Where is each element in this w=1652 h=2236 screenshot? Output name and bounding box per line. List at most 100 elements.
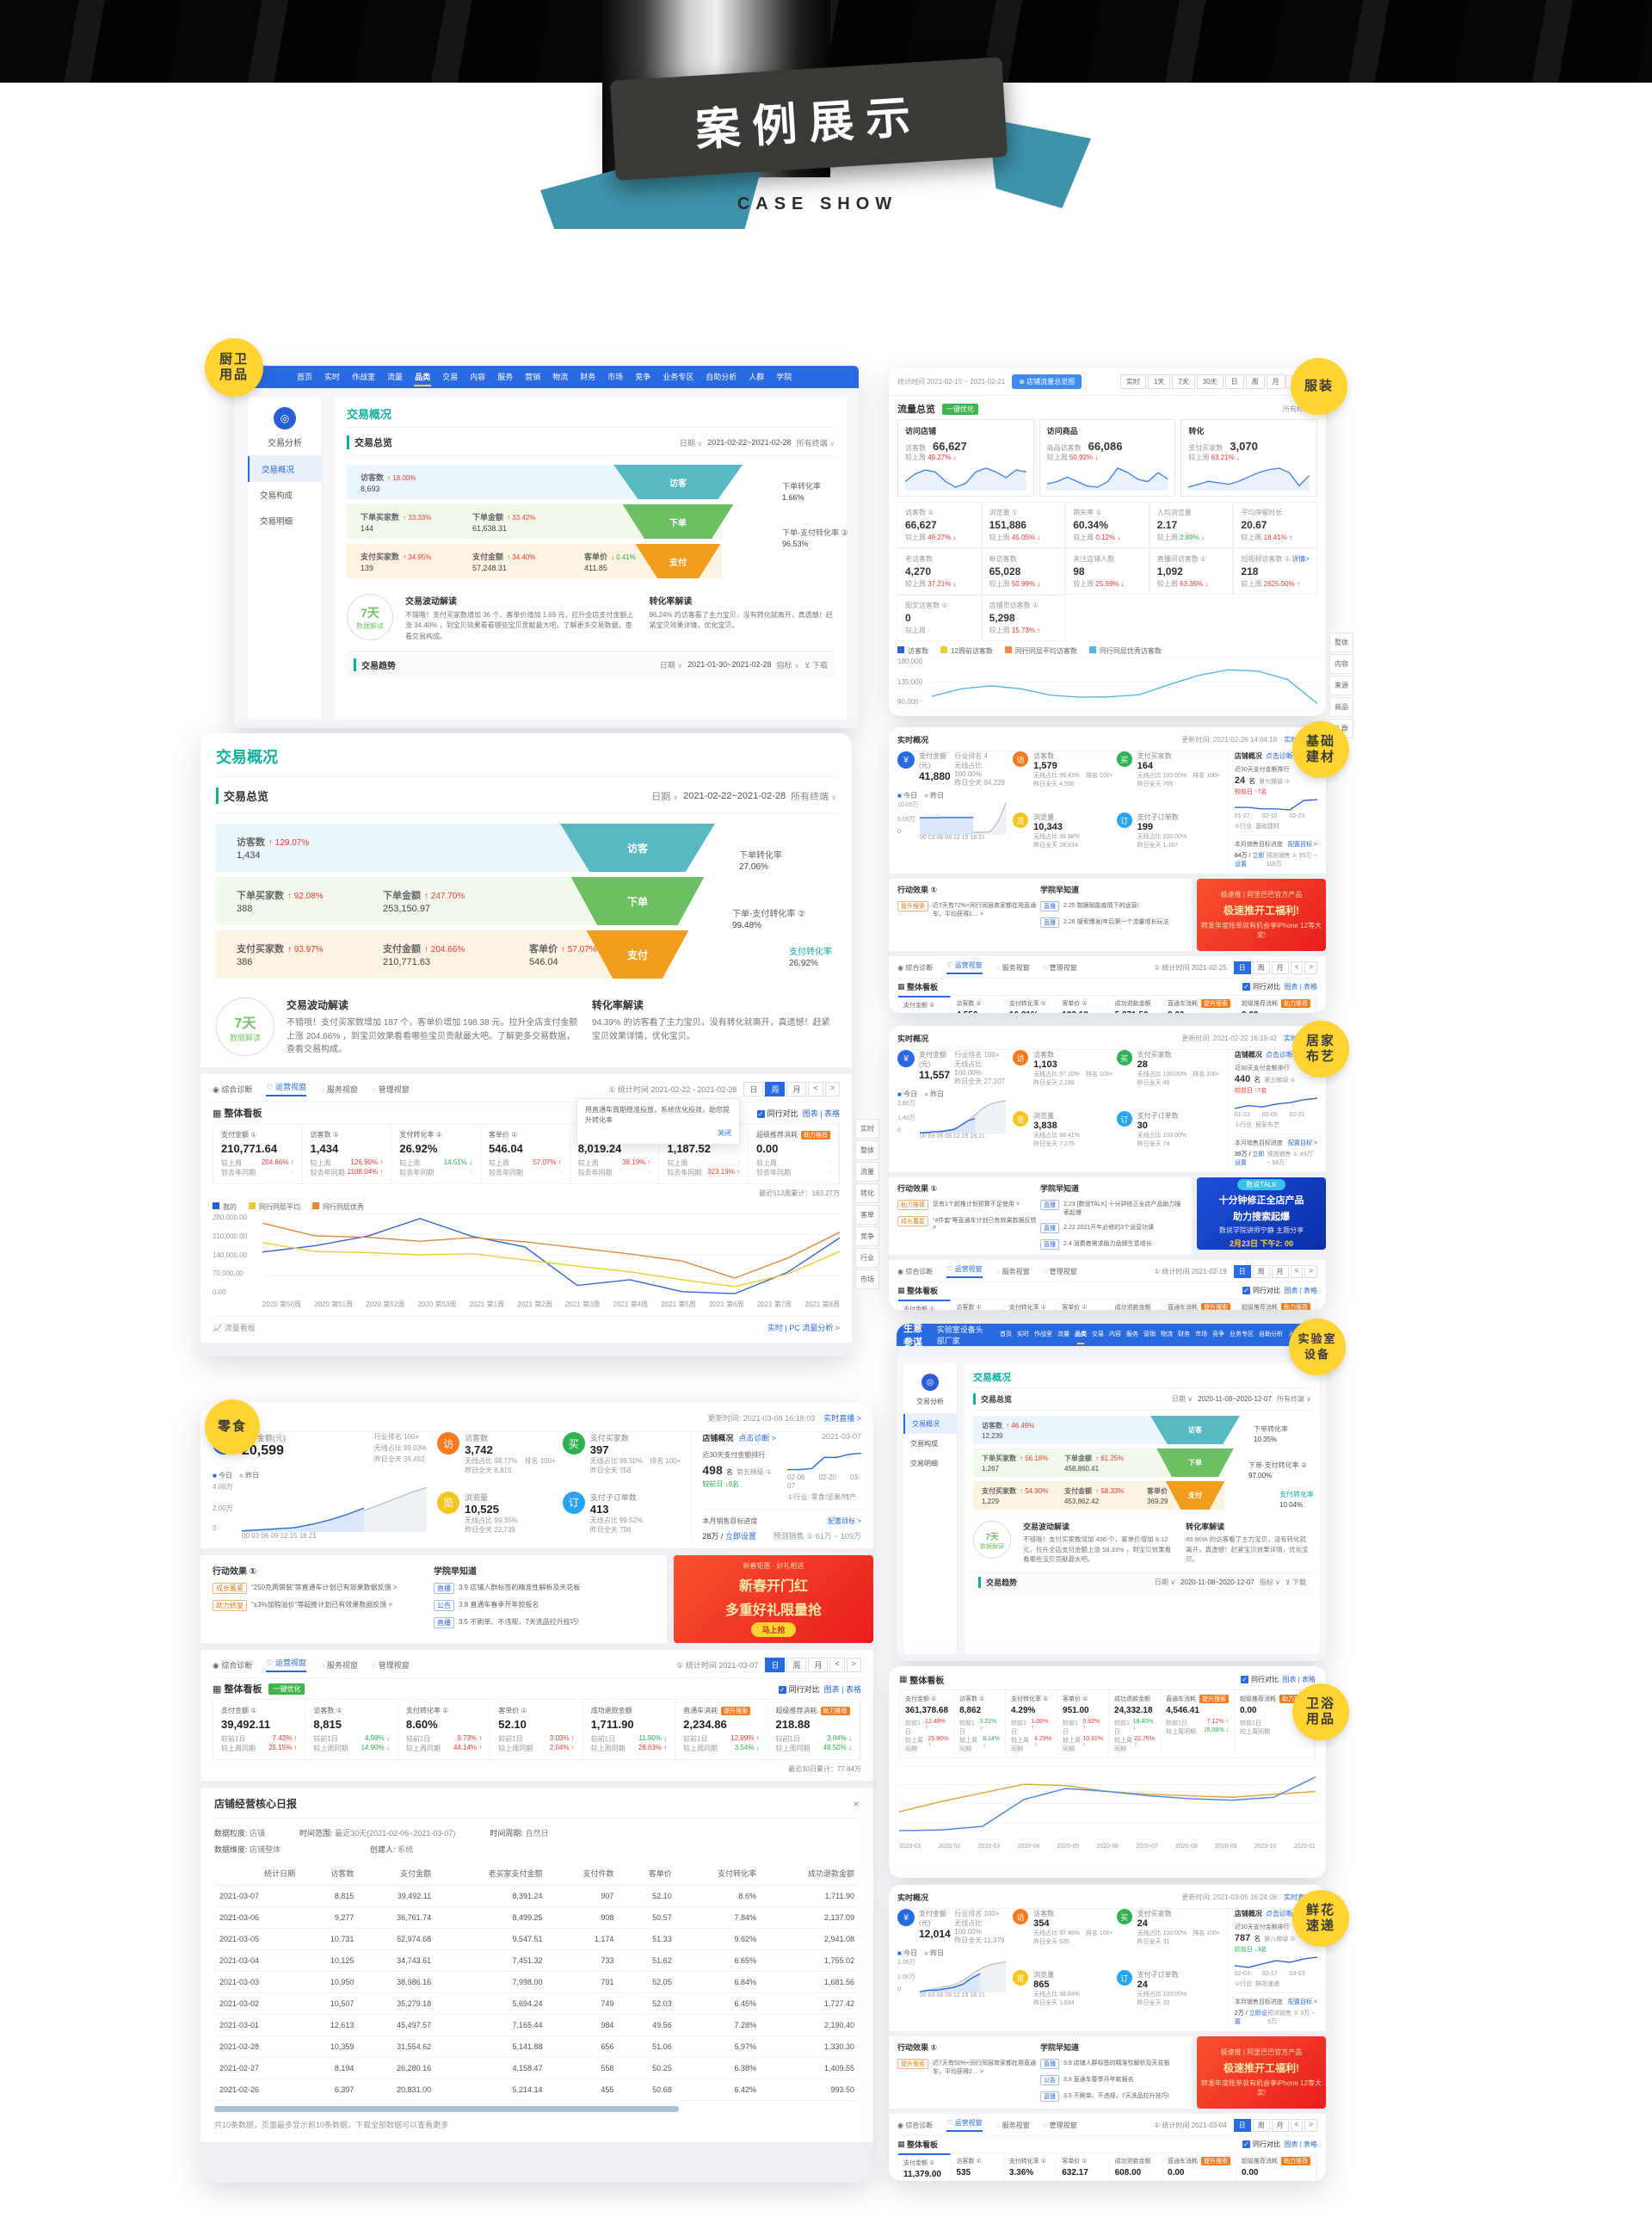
metric-card[interactable]: 成功退款金额 24,332.18 较前1日 18.40% ↓ 较上周同期 22.75… bbox=[1109, 1690, 1161, 1757]
period-toggle[interactable]: 1天 bbox=[1147, 374, 1171, 389]
nav-item[interactable]: 物流 bbox=[552, 373, 569, 381]
metric-card[interactable]: 支付金额 ① 39,492.11 较前1日 7.43% ↑ 较上周同期 25.15%… bbox=[213, 1700, 306, 1759]
nav-item[interactable]: 内容 bbox=[470, 373, 486, 381]
period-day[interactable]: 日 bbox=[1233, 1264, 1251, 1278]
period-toggle[interactable]: 7天 bbox=[1172, 374, 1195, 389]
diagnose-link[interactable]: 点击诊断 > bbox=[1265, 1051, 1299, 1059]
diagnose-link[interactable]: 点击诊断 > bbox=[1265, 752, 1299, 760]
nav-item[interactable]: 内容 bbox=[1109, 1331, 1121, 1337]
tab-operation[interactable]: ♡ 运营视窗 bbox=[946, 1264, 983, 1278]
nav-item[interactable]: 自助分析 bbox=[706, 373, 737, 381]
sidebar-item-trade-compose[interactable]: 交易构成 bbox=[260, 491, 293, 501]
period-toggle[interactable]: 30天 bbox=[1196, 374, 1224, 389]
traffic-stat[interactable]: 老访客数 4,270 较上周 37.21% ↓ bbox=[897, 548, 982, 595]
metric-card[interactable]: 超级推荐消耗 助力推荐 0.00 较上周 - 较去年同期 - bbox=[749, 1124, 840, 1183]
goal-config-link[interactable]: 配置目标 > bbox=[1287, 842, 1317, 848]
peer-compare-toggle[interactable]: ✓ 同行对比 图表 | 表格 bbox=[1241, 1676, 1316, 1683]
traffic-stat[interactable]: 直播间访客数 ① 1,092 较上周 63.35% ↓ bbox=[1149, 548, 1234, 595]
trend-date-filter[interactable]: 日期 ∨ bbox=[659, 660, 683, 670]
period-day[interactable]: 日 bbox=[1233, 2118, 1251, 2132]
metric-card[interactable]: 成功退款金额784.00较前1日72.82% ↓较上周同期199.35% ↑ bbox=[1110, 1300, 1163, 1310]
traffic-stat[interactable]: 人均浏览量 2.17 较上周 2.89% ↓ bbox=[1149, 502, 1234, 548]
side-tab[interactable]: 实时 bbox=[855, 1119, 879, 1139]
period-prev[interactable]: < bbox=[808, 1081, 823, 1096]
nav-item[interactable]: 品类 bbox=[1072, 1324, 1089, 1346]
nav-item[interactable]: 首页 bbox=[297, 373, 313, 381]
traffic-analysis-link[interactable]: 实时 | PC 流量分析 > bbox=[767, 1324, 840, 1332]
side-tab[interactable]: 整体 bbox=[1329, 633, 1353, 652]
metric-card[interactable]: 超级推荐消耗 助力推荐 218.88 较前1日 3.04% ↓ 较上周同期 46.50… bbox=[768, 1700, 860, 1759]
terminal-filter[interactable]: 所有终端 ∨ bbox=[1276, 1395, 1311, 1403]
metric-card[interactable]: 直通车消耗提升搜索1,013.04较前1日2.17% ↓较上周同期271.52%… bbox=[1162, 1300, 1237, 1310]
metric-card[interactable]: 直通车消耗 提升搜索 2,234.86 较前1日 12.99% ↑ 较上周同期 3.5… bbox=[675, 1700, 768, 1759]
metric-card[interactable]: 直通车消耗 提升搜索 4,546.41 较前1日 7.12% ↑ 较上周同期 15.0… bbox=[1161, 1690, 1235, 1757]
tab-operation[interactable]: ♡ 运营视窗 bbox=[946, 960, 983, 974]
period-next[interactable]: > bbox=[1304, 2118, 1317, 2132]
nav-item[interactable]: 流量 bbox=[1057, 1331, 1069, 1337]
list-item[interactable]: 直播 2.26 搜索爆发|年后第一个流量增长玩法 bbox=[1040, 917, 1183, 928]
nav-item[interactable]: 营销 bbox=[1143, 1331, 1156, 1337]
nav-item[interactable]: 财务 bbox=[1178, 1331, 1190, 1337]
diagnose-link[interactable]: 点击诊断 > bbox=[738, 1434, 777, 1442]
nav-item[interactable]: 营销 bbox=[525, 373, 541, 381]
traffic-stat[interactable]: 平均停留时长 20.67 较上周 18.41% ↑ bbox=[1233, 502, 1317, 548]
list-item[interactable]: 公告 3.8 直通车春季开年款报名 bbox=[1040, 2075, 1183, 2085]
metric-card[interactable]: 客单价 ①123.18较前1日48.45% ↓较上周同期55.92% ↑ bbox=[1057, 996, 1110, 1013]
tab-service[interactable]: ◌ 服务视窗 bbox=[996, 1267, 1030, 1276]
period-month[interactable]: 月 bbox=[1271, 2118, 1289, 2132]
period-next[interactable]: > bbox=[1304, 960, 1317, 974]
set-goal-link[interactable]: 立即设置 bbox=[724, 1532, 756, 1541]
side-tab[interactable]: 整体 bbox=[855, 1140, 879, 1160]
metric-filter[interactable]: 指标 ∨ bbox=[776, 660, 799, 670]
period-prev[interactable]: < bbox=[1290, 960, 1304, 974]
list-item[interactable]: 直播 3.9 店铺人群标签的精准性解析及天花板 bbox=[1040, 2059, 1183, 2069]
period-day[interactable]: 日 bbox=[765, 1657, 786, 1672]
list-item[interactable]: 提升搜索 近7天有50%+同行同层商家都在用直通车，平均获得2… > bbox=[897, 2059, 1040, 2076]
trend-date-filter[interactable]: 日期 ∨ bbox=[1154, 1578, 1175, 1587]
period-toggle[interactable]: 月 bbox=[1266, 374, 1285, 389]
action-item[interactable]: 成长蓄星 “250克两袋装”等直通车计划已有效果数据反馈 > bbox=[213, 1583, 434, 1594]
list-item[interactable]: 直播 2.22 2021开年必修的3个运营功课 bbox=[1040, 1223, 1183, 1233]
traffic-big-card[interactable]: 访问商品 商品访客数 66,086 较上周 50.92% ↓ bbox=[1039, 419, 1176, 497]
tab-operation[interactable]: ♡ 运营视窗 bbox=[946, 2118, 983, 2132]
side-tab[interactable]: 流量 bbox=[855, 1162, 879, 1182]
terminal-filter[interactable]: 所有终端 ∨ bbox=[791, 791, 836, 802]
tab-manage[interactable]: ◌ 管理视窗 bbox=[1043, 963, 1077, 972]
tab-diagnosis[interactable]: ◉ 综合诊断 bbox=[897, 2121, 934, 2129]
goal-config-link[interactable]: 配置目标 > bbox=[828, 1517, 861, 1525]
nav-item[interactable]: 流量 bbox=[387, 373, 404, 381]
side-tab[interactable]: 转化 bbox=[855, 1183, 879, 1203]
side-tab[interactable]: 内容 bbox=[1329, 654, 1353, 674]
tab-service[interactable]: ◌ 服务视窗 bbox=[319, 1084, 358, 1094]
traffic-stat[interactable]: 访客数 ① 66,627 较上周 49.27% ↓ bbox=[897, 502, 982, 548]
terminal-filter[interactable]: 所有终端 ∨ bbox=[796, 438, 835, 448]
promo-banner[interactable]: 极速推 | 阿里巴巴官方产品 极速推开工福利! 转发年度账单就有机会享iPhone … bbox=[1197, 2036, 1326, 2109]
nav-item[interactable]: 财务 bbox=[580, 373, 596, 381]
side-tab[interactable]: 商品 bbox=[1329, 697, 1353, 717]
nav-item[interactable]: 交易 bbox=[1092, 1331, 1104, 1337]
date-filter[interactable]: 日期 ∨ bbox=[679, 438, 703, 448]
peer-compare-toggle[interactable]: ✓ 同行对比 图表 | 表格 bbox=[1242, 2140, 1317, 2148]
tab-diagnosis[interactable]: ◉ 综合诊断 bbox=[213, 1660, 253, 1670]
action-item[interactable]: 助力修复 “±3%加购溢价”等超推计划已有效果数据反馈 > bbox=[213, 1600, 434, 1611]
trend-date-range[interactable]: 2020-11-08~2020-12-07 bbox=[1180, 1578, 1254, 1587]
side-tab[interactable]: 市场 bbox=[855, 1269, 879, 1289]
nav-item[interactable]: 业务专区 bbox=[1230, 1331, 1254, 1337]
download-button[interactable]: ⊻ 下载 bbox=[1285, 1578, 1306, 1587]
date-filter[interactable]: 日期 ∨ bbox=[651, 791, 679, 802]
metric-card[interactable]: 支付金额 ①28,278.05较前1日2.43% ↑较上周同期167.64% ↑ bbox=[898, 1300, 952, 1310]
promo-banner[interactable]: 极速推 | 阿里巴巴官方产品 极速推开工福利! 转发年度账单就有机会享iPhone … bbox=[1197, 879, 1326, 951]
period-month[interactable]: 月 bbox=[1271, 1264, 1289, 1278]
side-tab[interactable]: 客单 bbox=[855, 1205, 879, 1225]
college-item[interactable]: 直播 3.9 店铺人群标签的精准性解析及天花板 bbox=[434, 1583, 655, 1594]
metric-card[interactable]: 客单价 ① 546.04 较上周 57.07% ↑ 较去年同期 - bbox=[481, 1124, 570, 1183]
traffic-map-button[interactable]: ⊕ 店铺流量总览图 bbox=[1012, 374, 1082, 389]
tab-manage[interactable]: ◌ 管理视窗 bbox=[1043, 2121, 1077, 2129]
sidebar-item-trade-compose[interactable]: 交易构成 bbox=[910, 1440, 938, 1448]
sidebar-item-trade-overview[interactable]: 交易概况 bbox=[903, 1414, 957, 1434]
